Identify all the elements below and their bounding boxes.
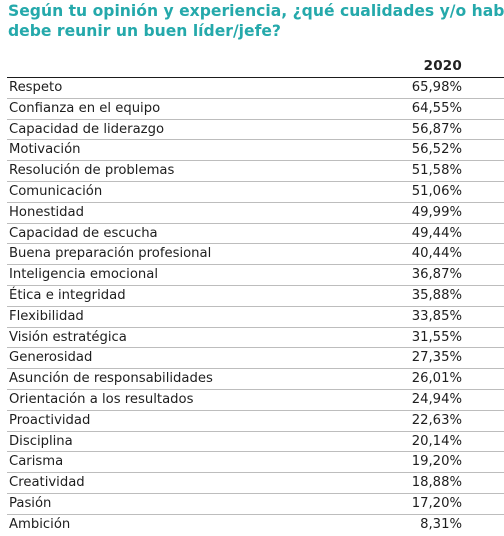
row-label: Capacidad de liderazgo	[9, 121, 165, 137]
row-value: 19,20%	[411, 454, 462, 470]
row-value: 49,99%	[411, 204, 462, 220]
row-label: Ambición	[9, 516, 71, 532]
row-value: 24,94%	[411, 391, 462, 407]
table-body: Respeto 65,98% Confianza en el equipo 64,55…	[7, 78, 504, 536]
row-value: 27,35%	[411, 350, 462, 366]
row-value: 56,52%	[411, 142, 462, 158]
row-label: Comunicación	[9, 183, 103, 199]
row-label: Buena preparación profesional	[9, 246, 212, 262]
table-row: Resolución de problemas 51,58%	[7, 161, 504, 182]
table-row: Asunción de responsabilidades 26,01%	[7, 369, 504, 390]
row-label: Carisma	[9, 454, 64, 470]
row-value: 56,87%	[411, 121, 462, 137]
row-label: Respeto	[9, 80, 63, 95]
row-label: Honestidad	[9, 204, 84, 220]
table-row: Visión estratégica 31,55%	[7, 328, 504, 349]
table-row: Carisma 19,20%	[7, 452, 504, 474]
row-value: 33,85%	[411, 308, 462, 324]
row-label: Generosidad	[9, 350, 93, 366]
row-label: Motivación	[9, 142, 81, 158]
row-label: Visión estratégica	[9, 329, 127, 345]
row-value: 40,44%	[411, 246, 462, 262]
table-header: 2020	[7, 56, 504, 78]
table-row: Ambición 8,31%	[7, 515, 504, 536]
row-value: 64,55%	[411, 100, 462, 116]
table-row: Flexibilidad 33,85%	[7, 307, 504, 328]
table-row: Honestidad 49,99%	[7, 203, 504, 224]
title-line-1: Según tu opinión y experiencia, ¿qué cua…	[8, 2, 504, 20]
row-value: 36,87%	[411, 267, 462, 283]
row-label: Orientación a los resultados	[9, 391, 194, 407]
row-label: Creatividad	[9, 475, 85, 491]
table-row: Creatividad 18,88%	[7, 473, 504, 494]
table-row: Capacidad de liderazgo 56,87%	[7, 120, 504, 141]
row-label: Asunción de responsabilidades	[9, 371, 213, 387]
row-label: Disciplina	[9, 433, 73, 449]
row-value: 26,01%	[411, 371, 462, 387]
table-row: Capacidad de escucha 49,44%	[7, 224, 504, 245]
table-row: Inteligencia emocional 36,87%	[7, 265, 504, 286]
row-label: Flexibilidad	[9, 308, 84, 324]
table-row: Confianza en el equipo 64,55%	[7, 99, 504, 120]
row-value: 65,98%	[411, 80, 462, 95]
table-row: Comunicación 51,06%	[7, 182, 504, 203]
survey-question-title: Según tu opinión y experiencia, ¿qué cua…	[8, 1, 504, 41]
year-column-header: 2020	[423, 58, 462, 74]
row-value: 17,20%	[411, 495, 462, 511]
table-row: Ética e integridad 35,88%	[7, 286, 504, 307]
table-row: Respeto 65,98%	[7, 78, 504, 99]
row-value: 22,63%	[411, 412, 462, 428]
row-label: Resolución de problemas	[9, 163, 175, 179]
row-value: 51,58%	[411, 163, 462, 179]
table-row: Disciplina 20,14%	[7, 432, 504, 453]
row-label: Pasión	[9, 495, 52, 511]
row-value: 49,44%	[411, 225, 462, 241]
row-label: Ética e integridad	[9, 287, 126, 303]
row-label: Confianza en el equipo	[9, 100, 161, 116]
table-row: Pasión 17,20%	[7, 494, 504, 515]
table-row: Motivación 56,52%	[7, 140, 504, 162]
row-label: Capacidad de escucha	[9, 225, 158, 241]
row-value: 18,88%	[411, 475, 462, 491]
results-table: 2020 Respeto 65,98% Confianza en el equipo…	[7, 56, 504, 536]
table-row: Buena preparación profesional 40,44%	[7, 244, 504, 266]
row-label: Proactividad	[9, 412, 91, 428]
table-row: Proactividad 22,63%	[7, 411, 504, 432]
table-row: Orientación a los resultados 24,94%	[7, 390, 504, 411]
row-value: 51,06%	[411, 183, 462, 199]
title-line-2: debe reunir un buen líder/jefe?	[8, 22, 281, 40]
row-value: 35,88%	[411, 287, 462, 303]
row-value: 20,14%	[411, 433, 462, 449]
table-row: Generosidad 27,35%	[7, 348, 504, 370]
row-label: Inteligencia emocional	[9, 267, 159, 283]
row-value: 31,55%	[411, 329, 462, 345]
row-value: 8,31%	[420, 516, 462, 532]
